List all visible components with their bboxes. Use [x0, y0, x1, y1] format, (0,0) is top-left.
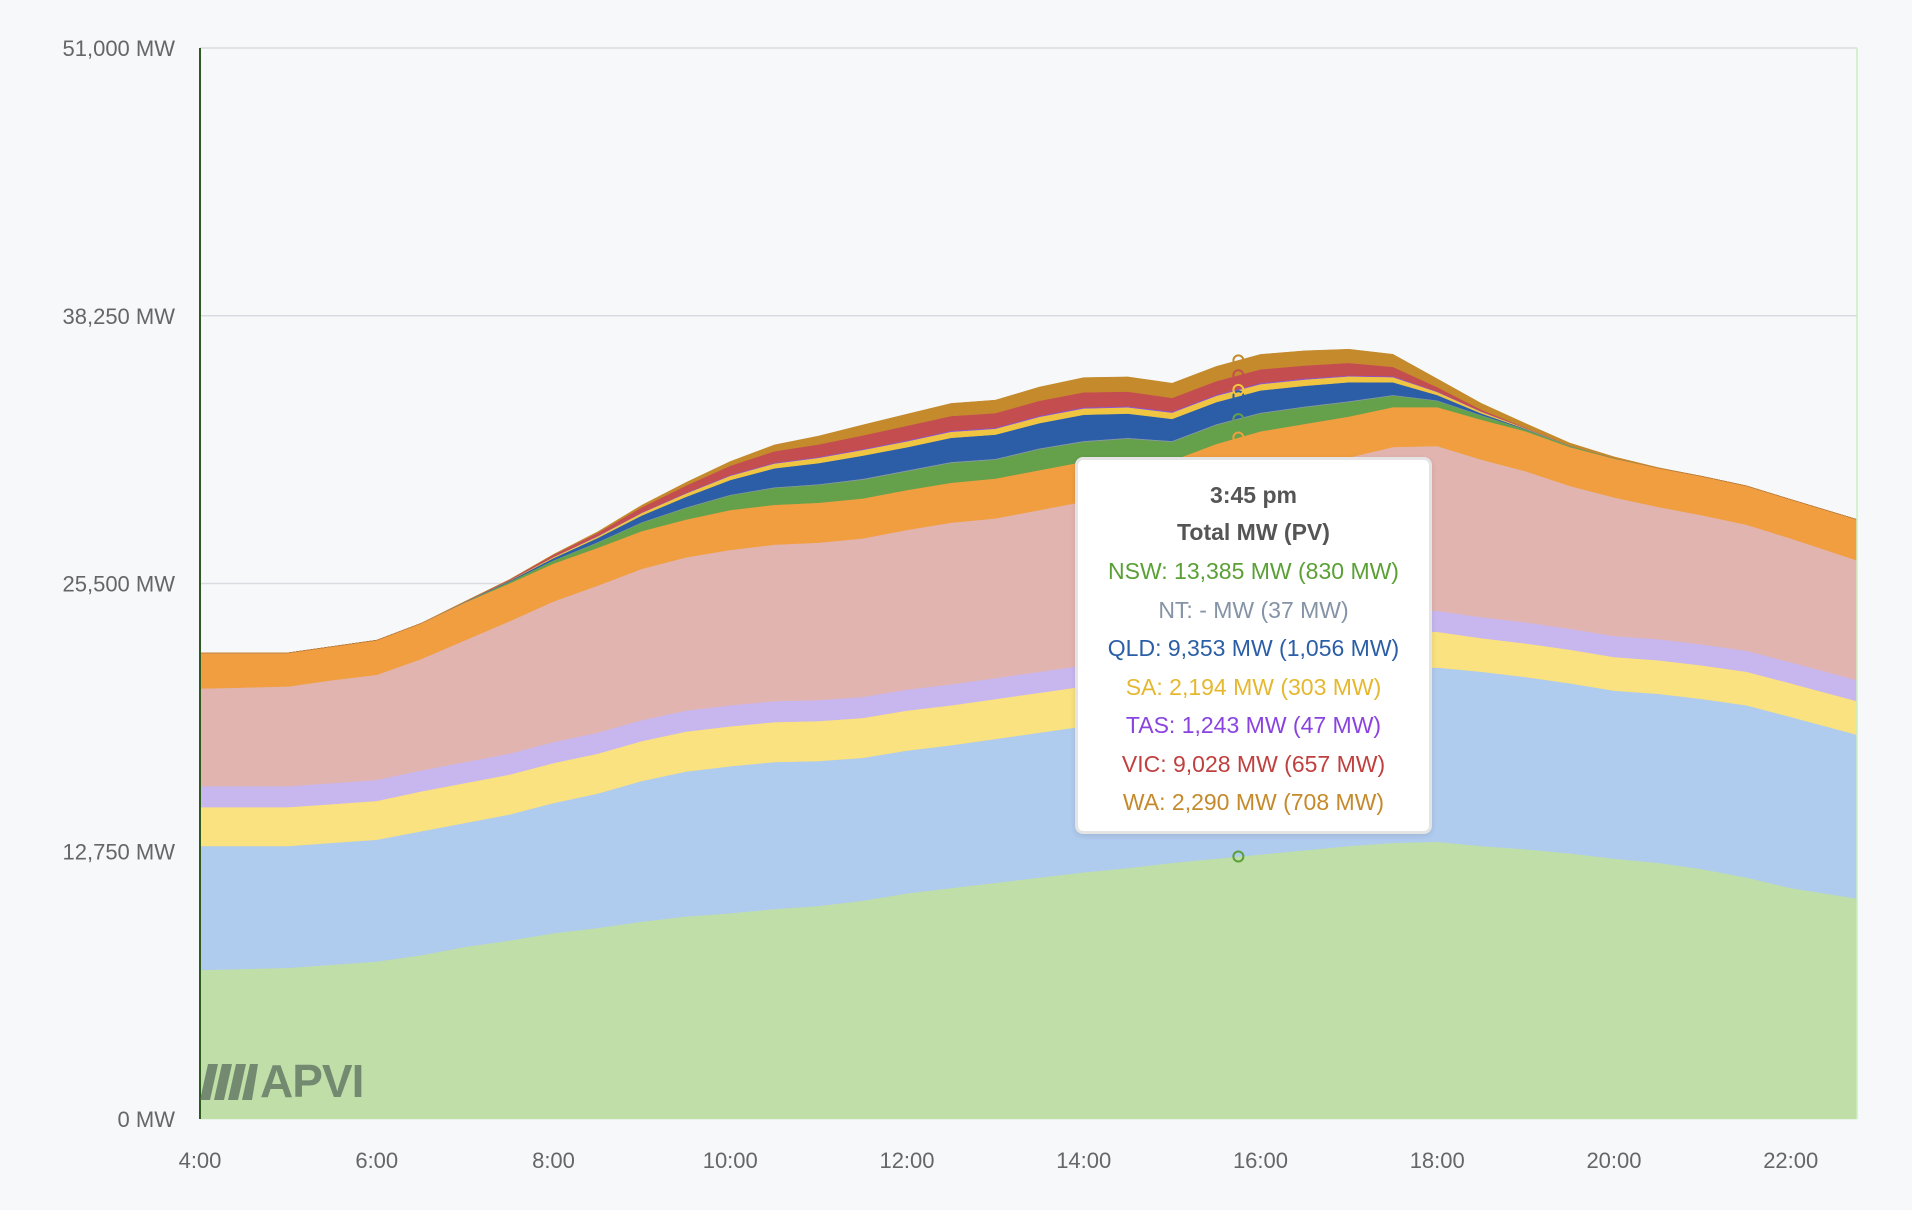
x-tick-label: 20:00 [1586, 1148, 1641, 1173]
tooltip-row-sa: SA: 2,194 MW (303 MW) [1125, 673, 1382, 700]
tooltip-rows: NSW: 13,385 MW (830 MW) NT: - MW (37 MW)… [1078, 552, 1429, 822]
hover-marker [1232, 413, 1245, 426]
y-axis-ticks: 0 MW 12,750 MW 25,500 MW 38,250 MW 51,000 MW [63, 36, 176, 1132]
x-tick-label: 8:00 [532, 1148, 575, 1173]
tooltip-row-wa: WA: 2,290 MW (708 MW) [1122, 789, 1385, 815]
y-tick-label: 12,750 MW [63, 839, 176, 864]
apvi-logo-text: APVI [260, 1055, 364, 1107]
tooltip-row-tas: TAS: 1,243 MW (47 MW) [1125, 712, 1382, 738]
hover-marker [1232, 850, 1245, 863]
tooltip-title: Total MW (PV) [1177, 519, 1330, 545]
tooltip-row-vic: VIC: 9,028 MW (657 MW) [1121, 750, 1386, 777]
hover-marker [1232, 431, 1245, 444]
hover-marker [1232, 354, 1245, 367]
x-tick-label: 10:00 [703, 1148, 758, 1173]
y-tick-label: 51,000 MW [63, 36, 176, 61]
x-tick-label: 6:00 [355, 1148, 398, 1173]
x-tick-label: 4:00 [179, 1148, 222, 1173]
x-tick-label: 18:00 [1410, 1148, 1465, 1173]
tooltip: 3:45 pm Total MW (PV) NSW: 13,385 MW (83… [1075, 457, 1432, 834]
x-axis-ticks: 4:00 6:00 8:00 10:00 12:00 14:00 16:00 18:00 20:… [179, 1148, 1819, 1173]
x-tick-label: 14:00 [1056, 1148, 1111, 1173]
tooltip-row-nt: NT: - MW (37 MW) [1158, 596, 1349, 623]
hover-marker [1232, 383, 1245, 396]
y-tick-label: 25,500 MW [63, 572, 176, 597]
apvi-logo-icon [200, 1064, 258, 1100]
y-tick-label: 0 MW [118, 1107, 176, 1132]
x-tick-label: 12:00 [879, 1148, 934, 1173]
tooltip-row-nsw: NSW: 13,385 MW (830 MW) [1108, 558, 1399, 584]
hover-marker [1232, 390, 1245, 403]
y-tick-label: 38,250 MW [63, 304, 176, 329]
x-tick-label: 16:00 [1233, 1148, 1288, 1173]
tooltip-time: 3:45 pm [1210, 482, 1297, 508]
stacked-areas [199, 348, 1858, 1120]
tooltip-row-qld: QLD: 9,353 MW (1,056 MW) [1107, 635, 1400, 661]
hover-marker [1232, 369, 1245, 382]
x-tick-label: 22:00 [1763, 1148, 1818, 1173]
